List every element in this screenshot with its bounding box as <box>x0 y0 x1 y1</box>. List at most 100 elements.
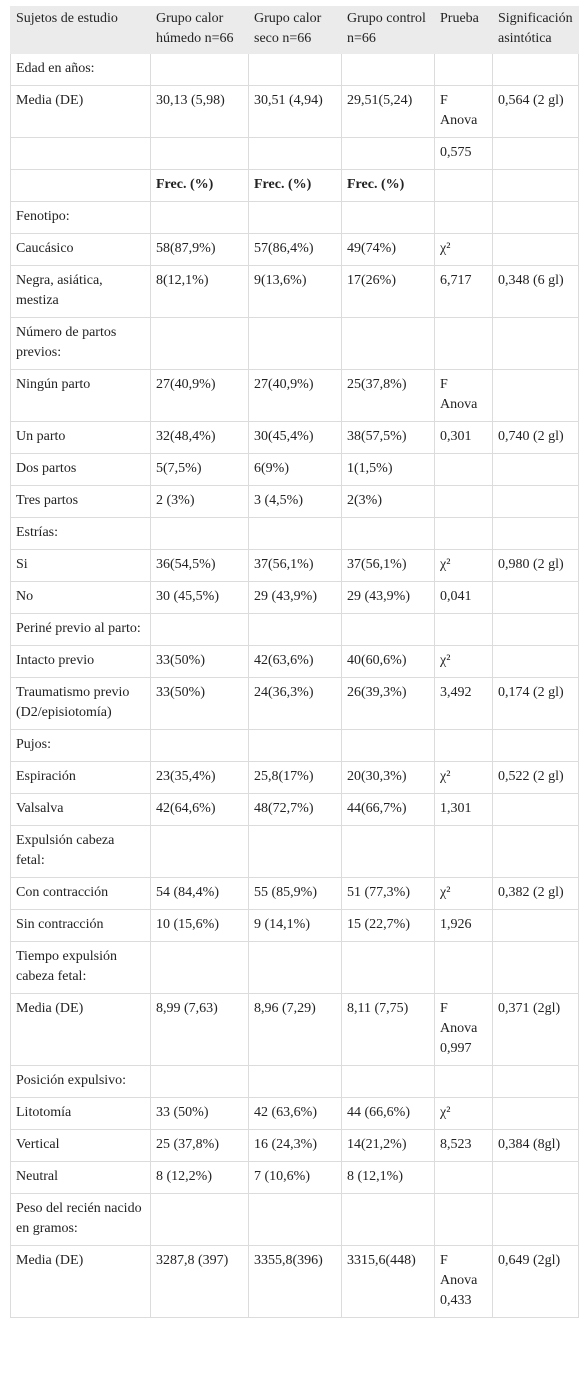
table-cell: 42(64,6%) <box>150 793 249 826</box>
table-row: Estrías: <box>10 517 579 550</box>
table-cell: 33 (50%) <box>150 1097 249 1130</box>
table-cell: 32(48,4%) <box>150 421 249 454</box>
empty-cell <box>248 729 342 762</box>
empty-cell <box>150 1065 249 1098</box>
table-cell: χ² <box>434 761 493 794</box>
table-cell: 30(45,4%) <box>248 421 342 454</box>
table-cell: 29 (43,9%) <box>341 581 435 614</box>
table-cell: Expulsión cabeza fetal: <box>10 825 151 878</box>
empty-cell <box>150 53 249 86</box>
table-cell: 48(72,7%) <box>248 793 342 826</box>
table-cell: 30,51 (4,94) <box>248 85 342 138</box>
table-cell: 30 (45,5%) <box>150 581 249 614</box>
empty-cell <box>434 517 493 550</box>
table-cell: Valsalva <box>10 793 151 826</box>
empty-cell <box>434 729 493 762</box>
empty-cell <box>150 1193 249 1246</box>
table-cell: Media (DE) <box>10 1245 151 1318</box>
table-cell: 14(21,2%) <box>341 1129 435 1162</box>
empty-cell <box>492 793 579 826</box>
table-cell: Litotomía <box>10 1097 151 1130</box>
table-cell: Peso del recién nacido en gramos: <box>10 1193 151 1246</box>
empty-cell <box>341 53 435 86</box>
empty-cell <box>492 1193 579 1246</box>
table-cell: Frec. (%) <box>341 169 435 202</box>
table-row: Frec. (%) Frec. (%) Frec. (%) <box>10 169 579 202</box>
table-cell: 5(7,5%) <box>150 453 249 486</box>
empty-cell <box>492 613 579 646</box>
empty-cell <box>492 169 579 202</box>
table-cell: 8(12,1%) <box>150 265 249 318</box>
table-row: Caucásico 58(87,9%) 57(86,4%) 49(74%) χ² <box>10 233 579 266</box>
table-row: Vertical 25 (37,8%) 16 (24,3%) 14(21,2%) 8,5… <box>10 1129 579 1162</box>
empty-cell <box>492 1161 579 1194</box>
empty-cell <box>492 369 579 422</box>
table-cell: Media (DE) <box>10 993 151 1066</box>
table-cell: No <box>10 581 151 614</box>
table-cell: 1,926 <box>434 909 493 942</box>
table-cell: Frec. (%) <box>150 169 249 202</box>
empty-cell <box>434 53 493 86</box>
empty-cell <box>248 613 342 646</box>
empty-cell <box>10 137 151 170</box>
table-cell: 0,522 (2 gl) <box>492 761 579 794</box>
table-cell: Tres partos <box>10 485 151 518</box>
table-cell: F Anova 0,433 <box>434 1245 493 1318</box>
empty-cell <box>150 201 249 234</box>
empty-cell <box>434 169 493 202</box>
empty-cell <box>248 201 342 234</box>
header-row: Sujetos de estudio Grupo calor húmedo n=6… <box>10 6 579 54</box>
table-cell: Negra, asiática, mestiza <box>10 265 151 318</box>
empty-cell <box>341 517 435 550</box>
table-cell: 37(56,1%) <box>248 549 342 582</box>
table-cell: 30,13 (5,98) <box>150 85 249 138</box>
table-cell: 8 (12,1%) <box>341 1161 435 1194</box>
table-cell: 0,371 (2gl) <box>492 993 579 1066</box>
table-cell: Si <box>10 549 151 582</box>
table-cell: Posición expulsivo: <box>10 1065 151 1098</box>
table-row: Con contracción 54 (84,4%) 55 (85,9%) 51 (7… <box>10 877 579 910</box>
table-cell: 58(87,9%) <box>150 233 249 266</box>
header-cell: Sujetos de estudio <box>10 6 151 54</box>
table-cell: χ² <box>434 1097 493 1130</box>
table-cell: 1,301 <box>434 793 493 826</box>
empty-cell <box>248 137 342 170</box>
table-cell: χ² <box>434 233 493 266</box>
table-row: Expulsión cabeza fetal: <box>10 825 579 878</box>
table-row: Media (DE) 8,99 (7,63) 8,96 (7,29) 8,11 (7,… <box>10 993 579 1066</box>
table-cell: 25,8(17%) <box>248 761 342 794</box>
empty-cell <box>341 201 435 234</box>
empty-cell <box>150 137 249 170</box>
table-cell: 25(37,8%) <box>341 369 435 422</box>
empty-cell <box>150 613 249 646</box>
table-cell: 54 (84,4%) <box>150 877 249 910</box>
empty-cell <box>248 825 342 878</box>
table-cell: 49(74%) <box>341 233 435 266</box>
empty-cell <box>341 1065 435 1098</box>
table-cell: 20(30,3%) <box>341 761 435 794</box>
table-row: Ningún parto 27(40,9%) 27(40,9%) 25(37,8%) F… <box>10 369 579 422</box>
table-cell: 2(3%) <box>341 485 435 518</box>
table-cell: 9 (14,1%) <box>248 909 342 942</box>
empty-cell <box>150 941 249 994</box>
table-cell: 8,99 (7,63) <box>150 993 249 1066</box>
empty-cell <box>341 613 435 646</box>
empty-cell <box>492 201 579 234</box>
empty-cell <box>492 233 579 266</box>
table-cell: 17(26%) <box>341 265 435 318</box>
table-cell: Con contracción <box>10 877 151 910</box>
empty-cell <box>150 317 249 370</box>
table-cell: χ² <box>434 877 493 910</box>
table-cell: 51 (77,3%) <box>341 877 435 910</box>
empty-cell <box>434 1193 493 1246</box>
empty-cell <box>492 825 579 878</box>
empty-cell <box>434 201 493 234</box>
table-row: Edad en años: <box>10 53 579 86</box>
table-cell: 26(39,3%) <box>341 677 435 730</box>
table-cell: 0,041 <box>434 581 493 614</box>
table-cell: Pujos: <box>10 729 151 762</box>
table-cell: Espiración <box>10 761 151 794</box>
table-cell: 33(50%) <box>150 645 249 678</box>
empty-cell <box>434 941 493 994</box>
